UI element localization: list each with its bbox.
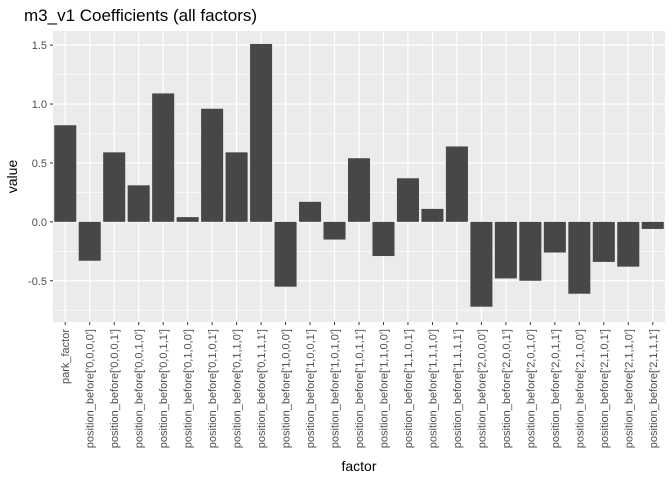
bar — [372, 221, 395, 257]
bar — [543, 221, 566, 253]
bar — [592, 221, 615, 262]
y-tick-label: 1.0 — [32, 99, 47, 111]
x-tick-label: position_before['2,0,1,0'] — [525, 329, 537, 448]
y-axis: -0.5 0.0 0.5 1.0 1.5 — [28, 40, 53, 288]
bar — [519, 221, 542, 281]
x-tick-label: position_before['1,0,1,1'] — [354, 329, 366, 448]
x-tick-label: position_before['0,1,0,0'] — [183, 329, 195, 448]
bar — [54, 125, 77, 222]
x-tick-label: position_before['1,0,0,0'] — [281, 329, 293, 448]
x-tick-label: position_before['2,1,1,1'] — [648, 329, 660, 448]
bar — [152, 93, 175, 222]
x-axis-title: factor — [341, 458, 376, 474]
y-tick-label: -0.5 — [28, 276, 47, 288]
x-tick-label: position_before['0,0,0,0'] — [85, 329, 97, 448]
x-tick-label: position_before['2,0,1,1'] — [550, 329, 562, 448]
x-tick-label: position_before['2,1,1,0'] — [623, 329, 635, 448]
bar — [421, 208, 444, 222]
bar — [274, 221, 297, 287]
x-tick-label: position_before['0,1,0,1'] — [207, 329, 219, 448]
x-tick-label: position_before['0,0,1,1'] — [158, 329, 170, 448]
bar — [347, 158, 371, 222]
bar — [176, 217, 199, 222]
bar — [201, 108, 224, 222]
x-tick-label: position_before['1,1,1,0'] — [427, 329, 439, 448]
bars-group — [54, 43, 664, 307]
x-axis: park_factor position_before['0,0,0,0'] pos… — [60, 322, 660, 448]
x-tick-label: position_before['1,0,0,1'] — [305, 329, 317, 448]
y-tick-label: 0.5 — [32, 158, 47, 170]
bar — [641, 221, 664, 229]
bar — [568, 221, 591, 294]
bar — [225, 152, 248, 222]
x-tick-label: position_before['2,0,0,0'] — [476, 329, 488, 448]
y-axis-title: value — [4, 160, 20, 194]
bar — [617, 221, 640, 267]
bar — [78, 221, 101, 261]
bar — [299, 201, 322, 222]
x-tick-label: position_before['0,1,1,0'] — [232, 329, 244, 448]
chart-title: m3_v1 Coefficients (all factors) — [24, 6, 257, 25]
x-tick-label: position_before['1,1,0,1'] — [403, 329, 415, 448]
x-tick-label: position_before['0,1,1,1'] — [256, 329, 268, 448]
x-tick-label: position_before['1,0,1,0'] — [330, 329, 342, 448]
bar — [396, 178, 419, 222]
y-tick-label: 1.5 — [32, 40, 47, 52]
x-tick-label: position_before['0,0,1,0'] — [134, 329, 146, 448]
bar — [445, 146, 468, 222]
y-tick-label: 0.0 — [32, 217, 47, 229]
bar — [323, 221, 346, 240]
bar — [250, 43, 273, 222]
bar — [127, 185, 150, 222]
x-tick-label: position_before['1,1,1,1'] — [452, 329, 464, 448]
x-tick-label: park_factor — [60, 329, 72, 384]
bar — [103, 152, 126, 222]
x-tick-label: position_before['2,1,0,1'] — [599, 329, 611, 448]
x-tick-label: position_before['2,0,0,1'] — [501, 329, 513, 448]
bar — [470, 221, 493, 307]
x-tick-label: position_before['1,1,0,0'] — [378, 329, 390, 448]
bar — [494, 221, 517, 279]
x-tick-label: position_before['2,1,0,0'] — [574, 329, 586, 448]
x-tick-label: position_before['0,0,0,1'] — [109, 329, 121, 448]
